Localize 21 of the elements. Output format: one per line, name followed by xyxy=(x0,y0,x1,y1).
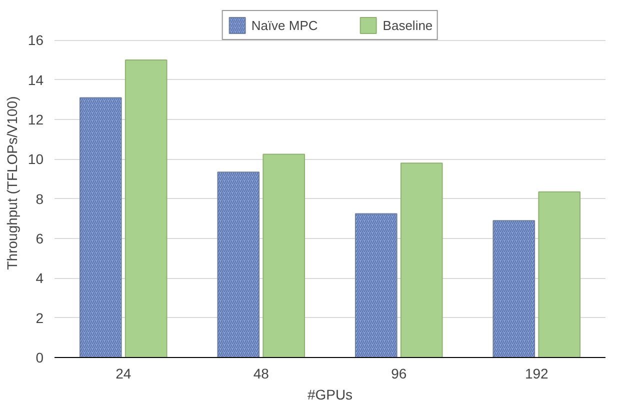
bar xyxy=(124,60,168,358)
x-tick-label: 96 xyxy=(391,366,407,382)
y-tick-label: 4 xyxy=(36,270,44,286)
x-tick-label: 192 xyxy=(524,366,549,382)
y-tick-label: 0 xyxy=(36,350,44,366)
y-tick-label: 14 xyxy=(28,72,44,88)
y-tick-label: 6 xyxy=(36,230,44,247)
x-axis-title: #GPUs xyxy=(307,386,353,402)
bar xyxy=(400,162,443,358)
legend-label: Baseline xyxy=(382,18,433,32)
bar xyxy=(538,191,581,358)
y-axis-title: Throughput (TFLOPs/V100) xyxy=(4,96,20,270)
y-tick-label: 10 xyxy=(28,151,44,168)
y-tick-label: 8 xyxy=(36,190,44,207)
y-tick-label: 16 xyxy=(28,32,44,48)
y-tick-label: 12 xyxy=(28,112,44,128)
x-tick-label: 24 xyxy=(116,366,132,382)
legend-label: Naïve MPC xyxy=(251,18,318,32)
y-tick-label: 2 xyxy=(36,310,44,326)
bar xyxy=(262,154,306,358)
x-tick-label: 48 xyxy=(253,366,270,382)
